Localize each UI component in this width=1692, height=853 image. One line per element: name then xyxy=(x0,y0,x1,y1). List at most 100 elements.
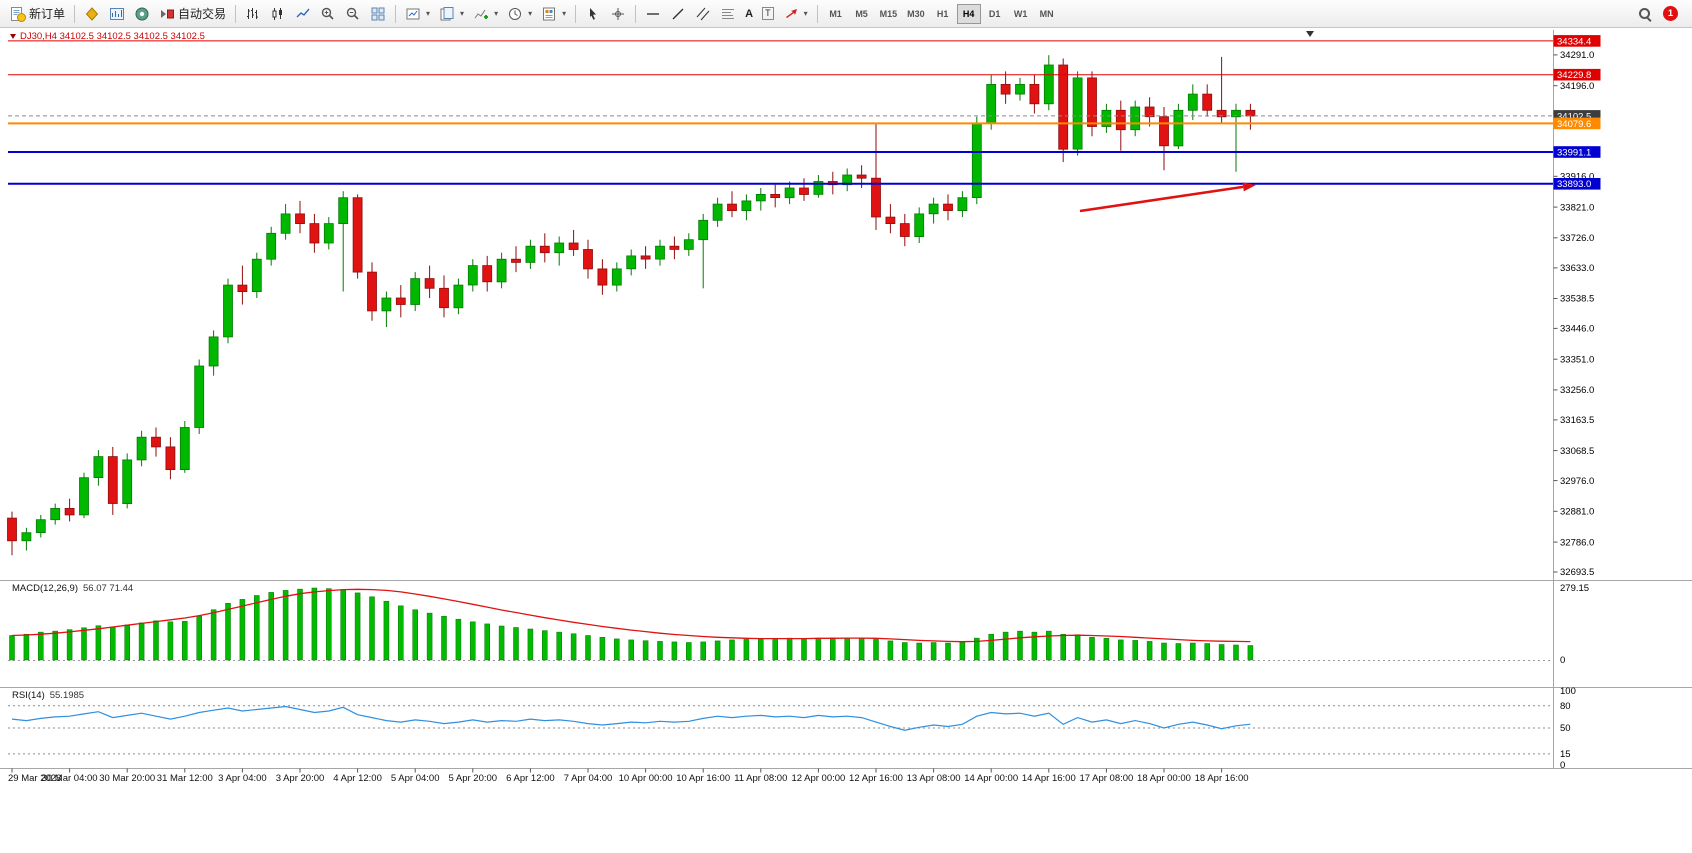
new-chart-button[interactable] xyxy=(401,3,434,25)
templates-button[interactable] xyxy=(537,3,570,25)
macd-histogram-bar xyxy=(398,605,404,661)
tile-windows-button[interactable] xyxy=(366,3,390,25)
macd-histogram-bar xyxy=(1089,637,1095,661)
candle-body xyxy=(1000,84,1011,95)
indicators-button[interactable] xyxy=(469,3,502,25)
arrows-button[interactable] xyxy=(779,3,812,25)
time-axis-label: 29 Mar 2023 xyxy=(8,773,61,784)
candle-body xyxy=(1187,93,1198,111)
timeframe-M15[interactable]: M15 xyxy=(876,4,902,24)
candle-body xyxy=(899,223,910,237)
candle-body xyxy=(568,242,579,250)
trend-arrow-head[interactable] xyxy=(1242,182,1257,192)
notification-badge[interactable]: 1 xyxy=(1663,6,1678,21)
chart-shift-marker[interactable] xyxy=(1306,31,1314,37)
candle-body xyxy=(136,436,147,461)
candle-body xyxy=(943,203,953,212)
cursor-button[interactable] xyxy=(581,3,605,25)
toolbar: 新订单 自动交易 xyxy=(0,0,1692,28)
macd-histogram-bar xyxy=(700,641,706,661)
chart-window-button[interactable] xyxy=(105,3,129,25)
profiles-icon xyxy=(440,6,454,20)
macd-histogram-bar xyxy=(9,635,15,661)
trend-arrow-shaft[interactable] xyxy=(1079,185,1244,213)
crosshair-button[interactable] xyxy=(606,3,630,25)
price-marker-label: 34229.8 xyxy=(1557,70,1591,81)
horizontal-line-button[interactable] xyxy=(641,3,665,25)
line-chart-button[interactable] xyxy=(291,3,315,25)
macd-histogram-bar xyxy=(66,629,73,661)
candle-body xyxy=(439,287,449,309)
macd-histogram-bar xyxy=(1017,630,1023,661)
price-marker-label: 33893.0 xyxy=(1557,179,1591,190)
zoom-in-button[interactable] xyxy=(316,3,340,25)
macd-histogram-bar xyxy=(1002,631,1009,661)
sound-button[interactable] xyxy=(130,3,154,25)
timeframe-H4[interactable]: H4 xyxy=(956,3,981,24)
candlestick-chart-button[interactable] xyxy=(266,3,290,25)
time-axis-label: 11 Apr 08:00 xyxy=(734,773,787,784)
macd-histogram-bar xyxy=(729,639,735,661)
macd-histogram-bar xyxy=(311,587,318,661)
macd-histogram-bar xyxy=(556,631,562,661)
label-button[interactable] xyxy=(758,3,778,25)
profiles-button[interactable] xyxy=(435,3,468,25)
macd-histogram-bar xyxy=(642,640,649,661)
timeframe-H1[interactable]: H1 xyxy=(931,4,955,24)
bar-chart-button[interactable] xyxy=(241,3,265,25)
time-axis-label: 14 Apr 00:00 xyxy=(964,773,1018,784)
timeframe-MN[interactable]: MN xyxy=(1035,4,1059,24)
candle-body xyxy=(539,245,550,254)
auto-trading-button[interactable]: 自动交易 xyxy=(155,3,230,25)
candle-body xyxy=(381,297,392,312)
macd-histogram-bar xyxy=(873,639,879,661)
time-axis-label: 18 Apr 16:00 xyxy=(1195,773,1249,784)
time-axis-label: 18 Apr 00:00 xyxy=(1137,773,1191,784)
symbol-dropdown-icon[interactable] xyxy=(10,34,16,39)
new-order-button[interactable]: 新订单 xyxy=(6,3,69,25)
periods-button[interactable] xyxy=(503,3,536,25)
macd-histogram-bar xyxy=(916,642,922,661)
macd-histogram-bar xyxy=(225,603,231,661)
macd-histogram-bar xyxy=(830,637,836,661)
macd-indicator-label: MACD(12,26,9) 56.07 71.44 xyxy=(12,583,133,594)
price-axis-label: 32976.0 xyxy=(1560,476,1594,487)
candle-body xyxy=(295,213,305,224)
text-button[interactable] xyxy=(741,3,757,25)
timeframe-W1[interactable]: W1 xyxy=(1009,4,1033,24)
time-axis-label: 13 Apr 08:00 xyxy=(907,773,961,784)
search-button[interactable] xyxy=(1634,3,1656,25)
macd-histogram-bar xyxy=(441,615,447,661)
macd-histogram-bar xyxy=(196,615,202,661)
candle-body xyxy=(799,187,809,195)
candle-body xyxy=(770,193,781,198)
fibonacci-button[interactable] xyxy=(716,3,740,25)
candle-body xyxy=(79,477,89,516)
macd-histogram-bar xyxy=(282,590,289,661)
candle-body xyxy=(179,427,190,470)
time-axis-label: 14 Apr 16:00 xyxy=(1022,773,1076,784)
trendline-button[interactable] xyxy=(666,3,690,25)
metaeditor-button[interactable] xyxy=(80,3,104,25)
rsi-axis-label: 80 xyxy=(1560,701,1571,712)
macd-histogram-bar xyxy=(945,642,951,661)
channel-icon xyxy=(696,7,710,20)
candle-body xyxy=(50,507,61,521)
timeframe-D1[interactable]: D1 xyxy=(983,4,1007,24)
timeframe-M5[interactable]: M5 xyxy=(850,4,874,24)
timeframe-M30[interactable]: M30 xyxy=(903,4,929,24)
candle-body xyxy=(583,249,593,270)
candle-body xyxy=(755,193,766,202)
candle-body xyxy=(352,197,363,273)
channel-button[interactable] xyxy=(691,3,715,25)
macd-histogram-bar xyxy=(1132,640,1138,661)
cursor-icon xyxy=(590,7,597,20)
time-axis-label: 12 Apr 00:00 xyxy=(791,773,845,784)
zoom-out-button[interactable] xyxy=(341,3,365,25)
price-axis-label: 34291.0 xyxy=(1560,50,1594,61)
price-axis-label: 33538.5 xyxy=(1560,294,1594,305)
timeframe-M1[interactable]: M1 xyxy=(824,4,848,24)
macd-histogram-bar xyxy=(1175,643,1182,661)
time-axis-label: 31 Mar 12:00 xyxy=(157,773,213,784)
